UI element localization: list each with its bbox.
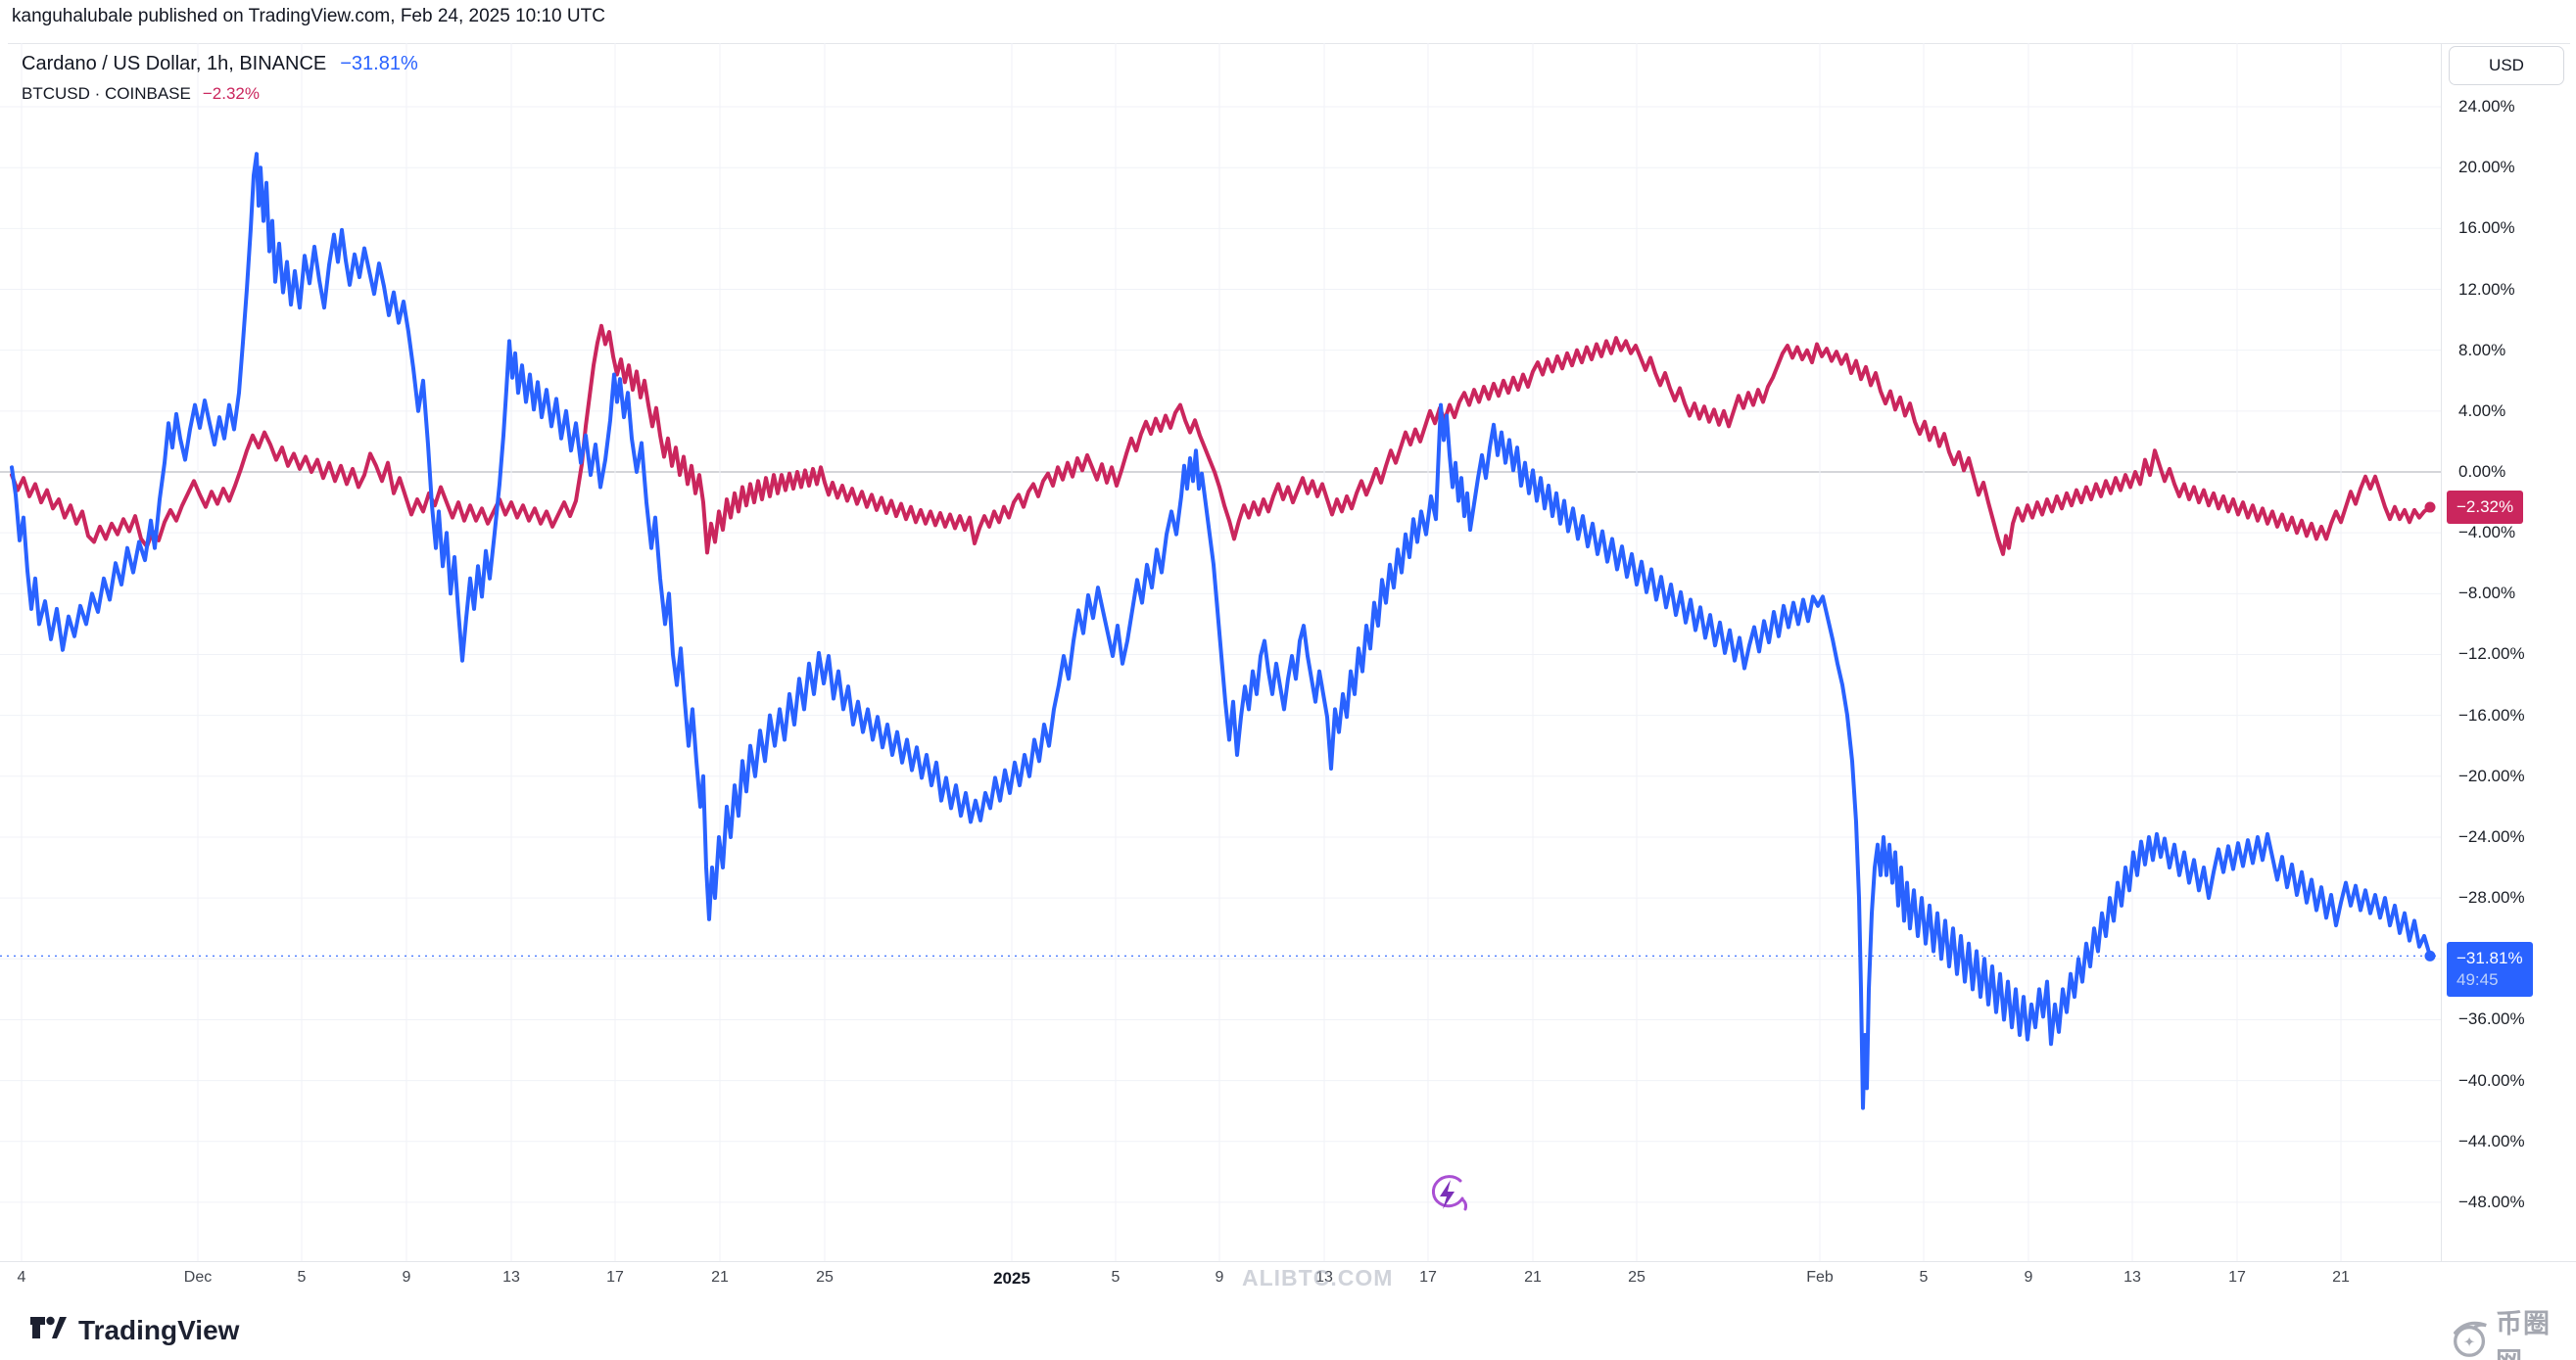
- price-axis-label: −20.00%: [2458, 766, 2525, 785]
- price-axis-label: −48.00%: [2458, 1192, 2525, 1211]
- legend-ada-change: −31.81%: [340, 53, 418, 74]
- price-axis-label: −4.00%: [2458, 523, 2516, 542]
- chart-top-border: [8, 43, 2570, 44]
- price-axis-label: −40.00%: [2458, 1070, 2525, 1090]
- time-axis-label: 2025: [993, 1269, 1030, 1288]
- coin-site-name: 币圈网: [2496, 1309, 2551, 1360]
- time-axis-label: 13: [502, 1269, 520, 1286]
- price-axis-label: 16.00%: [2458, 218, 2515, 238]
- time-axis-label: 9: [2024, 1269, 2033, 1286]
- series-line: [10, 152, 2432, 1110]
- price-axis-label: −8.00%: [2458, 584, 2516, 603]
- price-axis-label: 4.00%: [2458, 400, 2506, 420]
- time-axis-label: 25: [1628, 1269, 1646, 1286]
- legend-ada-title: Cardano / US Dollar, 1h, BINANCE: [22, 53, 327, 74]
- svg-text:✦: ✦: [2463, 1335, 2475, 1350]
- coin-site-logo-icon: ✦: [2449, 1317, 2492, 1360]
- price-axis-label: 24.00%: [2458, 97, 2515, 117]
- time-axis-label: 17: [1419, 1269, 1437, 1286]
- corner-watermark: ✦ 币圈网 —ALIBTC.COM—: [2449, 1302, 2574, 1360]
- time-axis-label: 17: [606, 1269, 624, 1286]
- time-axis-label: 25: [816, 1269, 834, 1286]
- time-axis-border: [0, 1261, 2576, 1262]
- series-last-point: [2424, 950, 2436, 961]
- time-axis-label: 5: [1111, 1269, 1121, 1286]
- tradingview-logo-text: TradingView: [78, 1314, 240, 1345]
- legend: Cardano / US Dollar, 1h, BINANCE −31.81% …: [22, 53, 418, 104]
- publish-byline: kanguhalubale published on TradingView.c…: [12, 6, 605, 26]
- time-axis-label: 5: [1919, 1269, 1929, 1286]
- currency-unit-button[interactable]: USD: [2449, 46, 2564, 85]
- series-line: [10, 323, 2432, 556]
- price-axis-label: −16.00%: [2458, 705, 2525, 725]
- price-axis-label: 8.00%: [2458, 340, 2506, 359]
- time-axis-label: Dec: [183, 1269, 213, 1286]
- time-axis-label: 9: [1215, 1269, 1224, 1286]
- time-axis-label: 21: [1524, 1269, 1542, 1286]
- legend-btc-change: −2.32%: [202, 84, 260, 103]
- time-axis-label: 4: [17, 1269, 26, 1286]
- time-axis-label: 21: [711, 1269, 729, 1286]
- price-axis-label: 0.00%: [2458, 462, 2506, 481]
- legend-item-btc[interactable]: BTCUSD · COINBASE −2.32%: [22, 84, 418, 104]
- price-axis-label: 12.00%: [2458, 279, 2515, 299]
- tradingview-logo-icon: [29, 1314, 67, 1346]
- time-axis-label: 17: [2228, 1269, 2246, 1286]
- price-axis-label: 20.00%: [2458, 158, 2515, 177]
- time-axis-label: 9: [402, 1269, 411, 1286]
- center-watermark: ALIBTC.COM: [1242, 1265, 1394, 1290]
- time-axis-label: 21: [2332, 1269, 2350, 1286]
- time-axis-label: Feb: [1806, 1269, 1834, 1286]
- ada-last-price-badge: −31.81% 49:45: [2447, 942, 2533, 998]
- ada-last-price: −31.81%: [2457, 949, 2523, 968]
- price-axis-label: −12.00%: [2458, 644, 2525, 664]
- price-axis-label: −36.00%: [2458, 1009, 2525, 1029]
- btc-last-price-badge: −2.32%: [2447, 491, 2524, 525]
- legend-item-ada[interactable]: Cardano / US Dollar, 1h, BINANCE −31.81%: [22, 53, 418, 75]
- tradingview-footer-logo[interactable]: TradingView: [29, 1314, 239, 1346]
- price-axis-label: −44.00%: [2458, 1131, 2525, 1150]
- purple-flash-icon[interactable]: [1428, 1173, 1468, 1221]
- time-axis-label: 13: [2123, 1269, 2141, 1286]
- legend-btc-title: BTCUSD · COINBASE: [22, 84, 191, 103]
- price-axis-label: −28.00%: [2458, 888, 2525, 908]
- price-axis-label: −24.00%: [2458, 826, 2525, 846]
- series-last-point: [2424, 501, 2436, 513]
- bar-countdown: 49:45: [2457, 970, 2499, 990]
- time-axis-label: 5: [297, 1269, 307, 1286]
- time-axis-label: 13: [1315, 1269, 1333, 1286]
- price-axis-border[interactable]: [2441, 43, 2442, 1261]
